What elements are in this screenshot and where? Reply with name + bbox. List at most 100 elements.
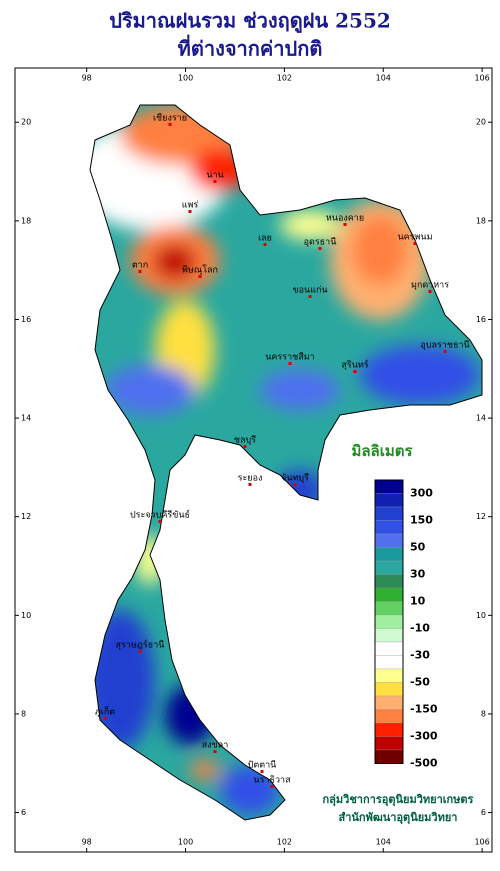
place-label: พิษณุโลก (182, 265, 218, 276)
legend-swatch (374, 655, 404, 670)
legend-swatch (374, 668, 404, 683)
place-label: เลย (258, 234, 272, 244)
legend-swatch (374, 682, 404, 697)
place-marker (138, 270, 142, 273)
axis-ticks: 98 98 100 100 102 102 104 104 106 106 6 6 8 8 10 10 12 12… (15, 68, 492, 852)
lat-label: 8 (481, 709, 486, 718)
lat-label: 6 (21, 808, 26, 817)
legend-swatch (374, 641, 404, 656)
place-marker (213, 180, 217, 183)
place-marker (353, 370, 357, 373)
legend-swatch (374, 479, 404, 494)
lat-label: 20 (21, 118, 31, 127)
legend-title: มิลลิเมตร (351, 442, 413, 460)
legend-swatch (374, 520, 404, 535)
legend-label: -10 (410, 622, 430, 635)
place-label: ขอนแก่น (292, 286, 327, 296)
title: ปริมาณฝนรวม ช่วงฤดูฝน 2552 (109, 9, 391, 35)
lon-label: 98 (82, 74, 92, 83)
legend-swatch (374, 533, 404, 548)
legend-swatch (374, 547, 404, 562)
lat-label: 14 (21, 414, 31, 423)
legend-label: 150 (410, 514, 433, 527)
place-label: จันทบุรี (281, 473, 309, 484)
lat-label: 6 (481, 808, 486, 817)
legend-label: 10 (410, 595, 426, 608)
legend-swatch (374, 614, 404, 629)
legend-swatch (374, 560, 404, 575)
place-label: นครพนม (397, 233, 432, 243)
place-marker (248, 483, 252, 486)
legend-swatch (374, 574, 404, 589)
legend-label: 300 (410, 487, 433, 500)
place-marker (260, 770, 264, 773)
place-label: สุราษฎร์ธานี (116, 639, 165, 651)
legend-swatch (374, 736, 404, 751)
place-label: ประจวบคีรีขันธ์ (130, 509, 190, 521)
lat-label: 18 (476, 216, 486, 225)
lat-label: 10 (21, 611, 31, 620)
place-label: อุดรธานี (304, 237, 337, 248)
place-marker (188, 210, 192, 213)
place-marker (138, 650, 142, 653)
place-marker (413, 242, 417, 245)
legend-swatch (374, 493, 404, 508)
place-marker (343, 223, 347, 226)
place-label: ภูเก็ต (95, 705, 115, 718)
lon-label: 106 (474, 74, 489, 83)
place-label: น่าน (206, 171, 223, 181)
legend-label: -30 (410, 649, 430, 662)
lon-label: 102 (277, 74, 292, 83)
legend-label: 30 (410, 568, 426, 581)
legend-swatch (374, 749, 404, 764)
legend-swatch (374, 587, 404, 602)
legend-label: -300 (410, 730, 438, 743)
place-marker (270, 785, 274, 788)
legend-swatch (374, 506, 404, 521)
subtitle: ที่ต่างจากค่าปกติ (178, 34, 323, 61)
place-label: ชลบุรี (234, 435, 256, 446)
lon-label: 98 (82, 838, 92, 847)
lat-label: 10 (476, 611, 486, 620)
place-marker (288, 362, 292, 365)
place-label: อุบลราชธานี (420, 340, 469, 351)
place-label: ตาก (132, 261, 148, 271)
place-marker (443, 350, 447, 353)
lon-label: 104 (376, 74, 391, 83)
lon-label: 102 (277, 838, 292, 847)
place-label: เชียงราย (153, 113, 187, 124)
lat-label: 12 (476, 512, 486, 521)
map-frame (14, 67, 493, 853)
place-label: แพร่ (182, 201, 199, 211)
lat-label: 12 (21, 512, 31, 521)
place-marker (103, 717, 107, 720)
credit: กลุ่มวิชาการอุตุนิยมวิทยาเกษตร (323, 793, 474, 807)
legend-swatch (374, 695, 404, 710)
place-label: สงขลา (202, 741, 229, 751)
lat-label: 14 (476, 414, 486, 423)
place-label: สุรินทร์ (341, 359, 368, 371)
legend-swatch (374, 628, 404, 643)
place-marker (293, 483, 297, 486)
place-label: นครราชสีมา (265, 352, 314, 363)
lat-label: 18 (21, 216, 31, 225)
place-label: ปัตตานี (248, 760, 277, 771)
place-marker (168, 123, 172, 126)
credit: สำนักพัฒนาอุตุนิยมวิทยา (339, 811, 458, 825)
lon-label: 100 (178, 838, 193, 847)
legend-swatch (374, 709, 404, 724)
place-marker (158, 520, 162, 523)
lat-label: 16 (476, 315, 486, 324)
lon-label: 106 (474, 838, 489, 847)
place-label: ระยอง (238, 474, 263, 484)
legend-label: 50 (410, 541, 426, 554)
legend-label: -50 (410, 676, 430, 689)
place-marker (263, 243, 267, 246)
place-marker (308, 295, 312, 298)
place-marker (198, 275, 202, 278)
lon-label: 100 (178, 74, 193, 83)
lon-label: 104 (376, 838, 391, 847)
lat-label: 16 (21, 315, 31, 324)
